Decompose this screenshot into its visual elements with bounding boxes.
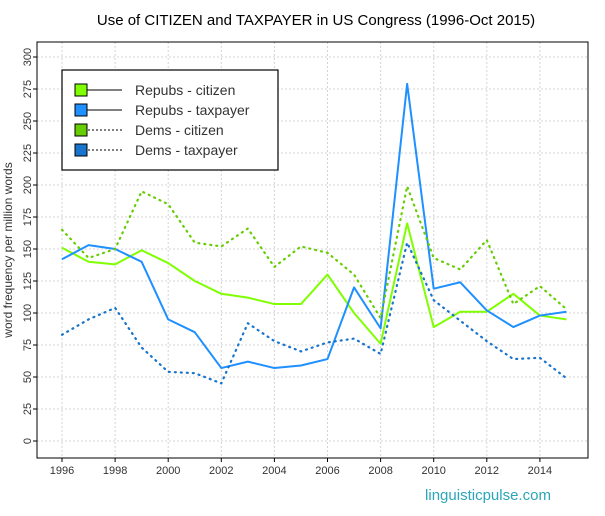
chart-title: Use of CITIZEN and TAXPAYER in US Congre… (97, 12, 535, 29)
y-tick-label: 50 (22, 371, 34, 383)
legend-swatch (75, 124, 87, 136)
y-tick-label: 250 (22, 112, 34, 130)
series-line-repubs-citizen (62, 223, 566, 343)
x-tick-label: 2008 (368, 465, 392, 477)
x-tick-label: 2000 (156, 465, 180, 477)
x-tick-label: 2002 (209, 465, 233, 477)
y-tick-label: 175 (22, 208, 34, 226)
x-tick-label: 2014 (528, 465, 552, 477)
y-tick-label: 225 (22, 144, 34, 162)
y-tick-label: 200 (22, 176, 34, 194)
x-tick-label: 2010 (421, 465, 445, 477)
y-tick-label: 275 (22, 80, 34, 98)
y-tick-label: 125 (22, 272, 34, 290)
legend-label: Dems - taxpayer (135, 142, 238, 158)
y-tick-label: 25 (22, 403, 34, 415)
x-tick-label: 2012 (475, 465, 499, 477)
x-tick-label: 1996 (50, 465, 74, 477)
legend-label: Repubs - taxpayer (135, 102, 250, 118)
legend-swatch (75, 84, 87, 96)
x-tick-label: 2004 (262, 465, 286, 477)
y-tick-label: 100 (22, 304, 34, 322)
y-tick-label: 150 (22, 240, 34, 258)
y-axis-label: word frequency per million words (1, 162, 15, 338)
legend-swatch (75, 144, 87, 156)
x-tick-label: 1998 (103, 465, 127, 477)
x-tick-label: 2006 (315, 465, 339, 477)
y-tick-label: 300 (22, 48, 34, 66)
watermark: linguisticpulse.com (425, 487, 551, 504)
legend-swatch (75, 104, 87, 116)
y-tick-label: 0 (22, 438, 34, 444)
legend-label: Dems - citizen (135, 122, 224, 138)
legend-label: Repubs - citizen (135, 82, 235, 98)
y-tick-label: 75 (22, 339, 34, 351)
